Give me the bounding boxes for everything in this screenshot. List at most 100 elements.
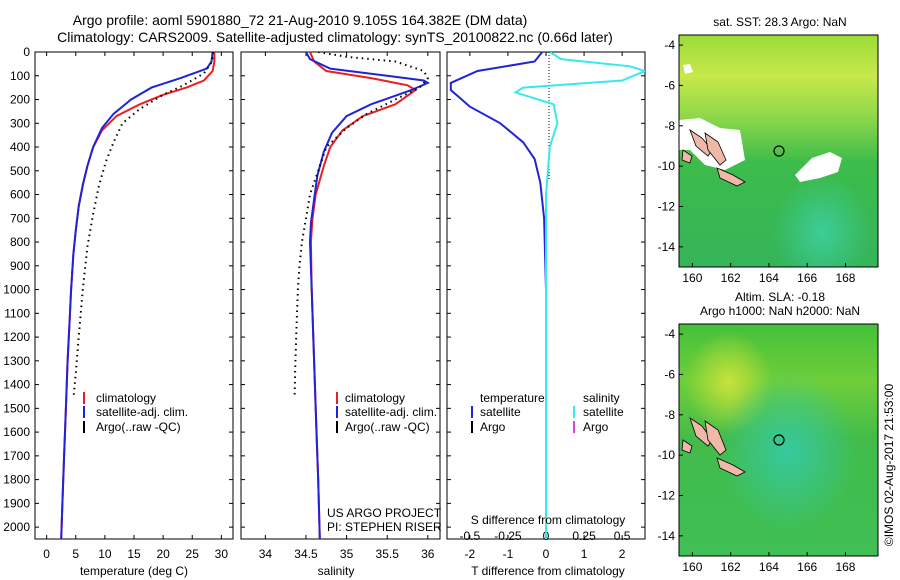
island-icon — [716, 457, 746, 477]
x-tick-label: 15 — [127, 547, 141, 561]
map-y-tick-label: -10 — [658, 448, 676, 462]
series-line-1 — [305, 52, 430, 539]
depth-tick-label: 1900 — [3, 496, 30, 510]
depth-tick-label: 0 — [23, 45, 30, 59]
legend-label-argo: Argo(..raw -QC) — [96, 420, 181, 434]
depth-tick-label: 2000 — [3, 520, 30, 534]
depth-tick-label: 400 — [10, 140, 30, 154]
argo-position-marker — [773, 434, 785, 446]
depth-tick-label: 1000 — [3, 283, 30, 297]
sla-map-title-2: Argo h1000: NaN h2000: NaN — [699, 304, 861, 318]
series-line-1 — [60, 52, 214, 539]
depth-tick-label: 100 — [10, 69, 30, 83]
depth-tick-label: 1700 — [3, 449, 30, 463]
depth-tick-label: 1100 — [4, 306, 30, 320]
series-line-2 — [293, 52, 430, 397]
legend-label-argo: Argo(..raw -QC) — [345, 420, 430, 434]
sla-map: 160 162 164 166 168 -4 -6 -8 -10 -12 -14 — [658, 323, 879, 574]
map-y-tick-label: -14 — [658, 240, 676, 254]
figure-title-line2: Climatology: CARS2009. Satellite-adjuste… — [57, 29, 613, 45]
temperature-tick-group: 0 5 10 15 20 25 30 — [35, 51, 233, 561]
difference-legend: temperature satellite Argo salinity sate… — [471, 391, 624, 434]
map-x-tick-label: 166 — [797, 271, 817, 285]
map-x-tick-label: 164 — [759, 560, 779, 574]
sst-map-title: sat. SST: 28.3 Argo: NaN — [713, 15, 847, 29]
map-x-tick-label: 162 — [721, 560, 741, 574]
depth-tick-label: 900 — [10, 259, 30, 273]
sla-map-ticks: 160 162 164 166 168 -4 -6 -8 -10 -12 -14 — [658, 327, 856, 574]
map-y-tick-label: -12 — [658, 199, 676, 213]
difference-tick-group: -2 -1 0 1 2-0.5 -0.25 0 0.25 0.5 — [447, 51, 645, 561]
map-y-tick-label: -6 — [664, 78, 675, 92]
x-tick-label: 2 — [619, 547, 626, 561]
sla-map-title-1: Altim. SLA: -0.18 — [734, 290, 826, 304]
island-icon — [681, 439, 693, 454]
x-tick-label: 20 — [156, 547, 170, 561]
x-tick-label: 35.5 — [376, 547, 400, 561]
x-tick-label: 34 — [259, 547, 273, 561]
sst-map: 160 162 164 166 168 -4 -6 -8 -10 -12 -14 — [658, 34, 879, 285]
x-tick-label: 35 — [340, 547, 354, 561]
map-y-tick-label: -4 — [664, 38, 675, 52]
difference-xlabel-top: S difference from climatology — [471, 513, 626, 527]
difference-xlabel: T difference from climatology — [471, 564, 625, 578]
series-line-1 — [513, 52, 645, 539]
depth-tick-group: 0 100 200 300 400 500 600 700 800 900 1000 1100 1200… — [3, 45, 30, 534]
salinity-series-group — [293, 52, 430, 539]
salinity-axes-frame — [240, 51, 441, 540]
map-y-tick-label: -8 — [664, 408, 675, 422]
depth-tick-label: 1500 — [3, 401, 30, 415]
map-x-tick-label: 162 — [721, 271, 741, 285]
imos-credit: ©IMOS 02-Aug-2017 21:53:00 — [882, 384, 896, 547]
legend-label-climatology: climatology — [345, 391, 405, 405]
sst-map-frame — [678, 34, 879, 268]
top-x-tick-label: 0.5 — [614, 529, 631, 543]
legend-label-satellite: satellite-adj. clim. — [345, 405, 437, 419]
depth-tick-label: 1600 — [3, 425, 30, 439]
x-tick-label: 0 — [543, 547, 550, 561]
map-y-tick-label: -8 — [664, 119, 675, 133]
depth-tick-label: 500 — [10, 164, 30, 178]
depth-tick-label: 200 — [10, 93, 30, 107]
temperature-series-group — [60, 52, 216, 539]
island-icon — [704, 132, 727, 166]
map-x-tick-label: 164 — [759, 271, 779, 285]
project-annotation: US ARGO PROJECT — [327, 506, 442, 520]
difference-series-group — [449, 52, 645, 539]
temperature-legend: climatology satellite-adj. clim. Argo(..… — [83, 391, 188, 434]
legend-label-s-argo: Argo — [583, 420, 609, 434]
top-x-tick-label: -0.5 — [460, 529, 481, 543]
depth-tick-label: 1200 — [3, 330, 30, 344]
island-icon — [704, 420, 727, 456]
depth-tick-label: 700 — [10, 211, 30, 225]
depth-tick-label: 600 — [10, 188, 30, 202]
depth-tick-label: 800 — [10, 235, 30, 249]
depth-tick-label: 1400 — [3, 378, 30, 392]
argo-position-marker — [773, 145, 785, 157]
x-tick-label: 0 — [43, 547, 50, 561]
legend-title-salinity: salinity — [583, 391, 620, 405]
legend-label-t-argo: Argo — [480, 420, 506, 434]
salinity-legend: climatology satellite-adj. clim. Argo(..… — [336, 391, 437, 434]
x-tick-label: -1 — [503, 547, 514, 561]
map-y-tick-label: -14 — [658, 529, 676, 543]
series-line-0 — [449, 52, 547, 539]
legend-title-temperature: temperature — [480, 391, 545, 405]
salinity-tick-group: 34 34.5 35 35.5 36 — [241, 51, 440, 561]
x-tick-label: 25 — [186, 547, 200, 561]
temperature-xlabel: temperature (deg C) — [80, 564, 188, 578]
depth-tick-label: 1300 — [3, 354, 30, 368]
x-tick-label: -2 — [465, 547, 476, 561]
sst-map-ticks: 160 162 164 166 168 -4 -6 -8 -10 -12 -14 — [658, 38, 856, 285]
x-tick-label: 30 — [215, 547, 229, 561]
depth-tick-label: 300 — [10, 116, 30, 130]
legend-label-s-satellite: satellite — [583, 405, 624, 419]
map-y-tick-label: -4 — [664, 327, 675, 341]
pi-annotation: PI: STEPHEN RISER — [327, 520, 442, 534]
series-line-0 — [60, 52, 216, 539]
top-x-tick-label: -0.25 — [494, 529, 522, 543]
legend-label-satellite: satellite-adj. clim. — [96, 405, 188, 419]
map-y-tick-label: -12 — [658, 488, 676, 502]
series-line-2 — [72, 52, 215, 399]
